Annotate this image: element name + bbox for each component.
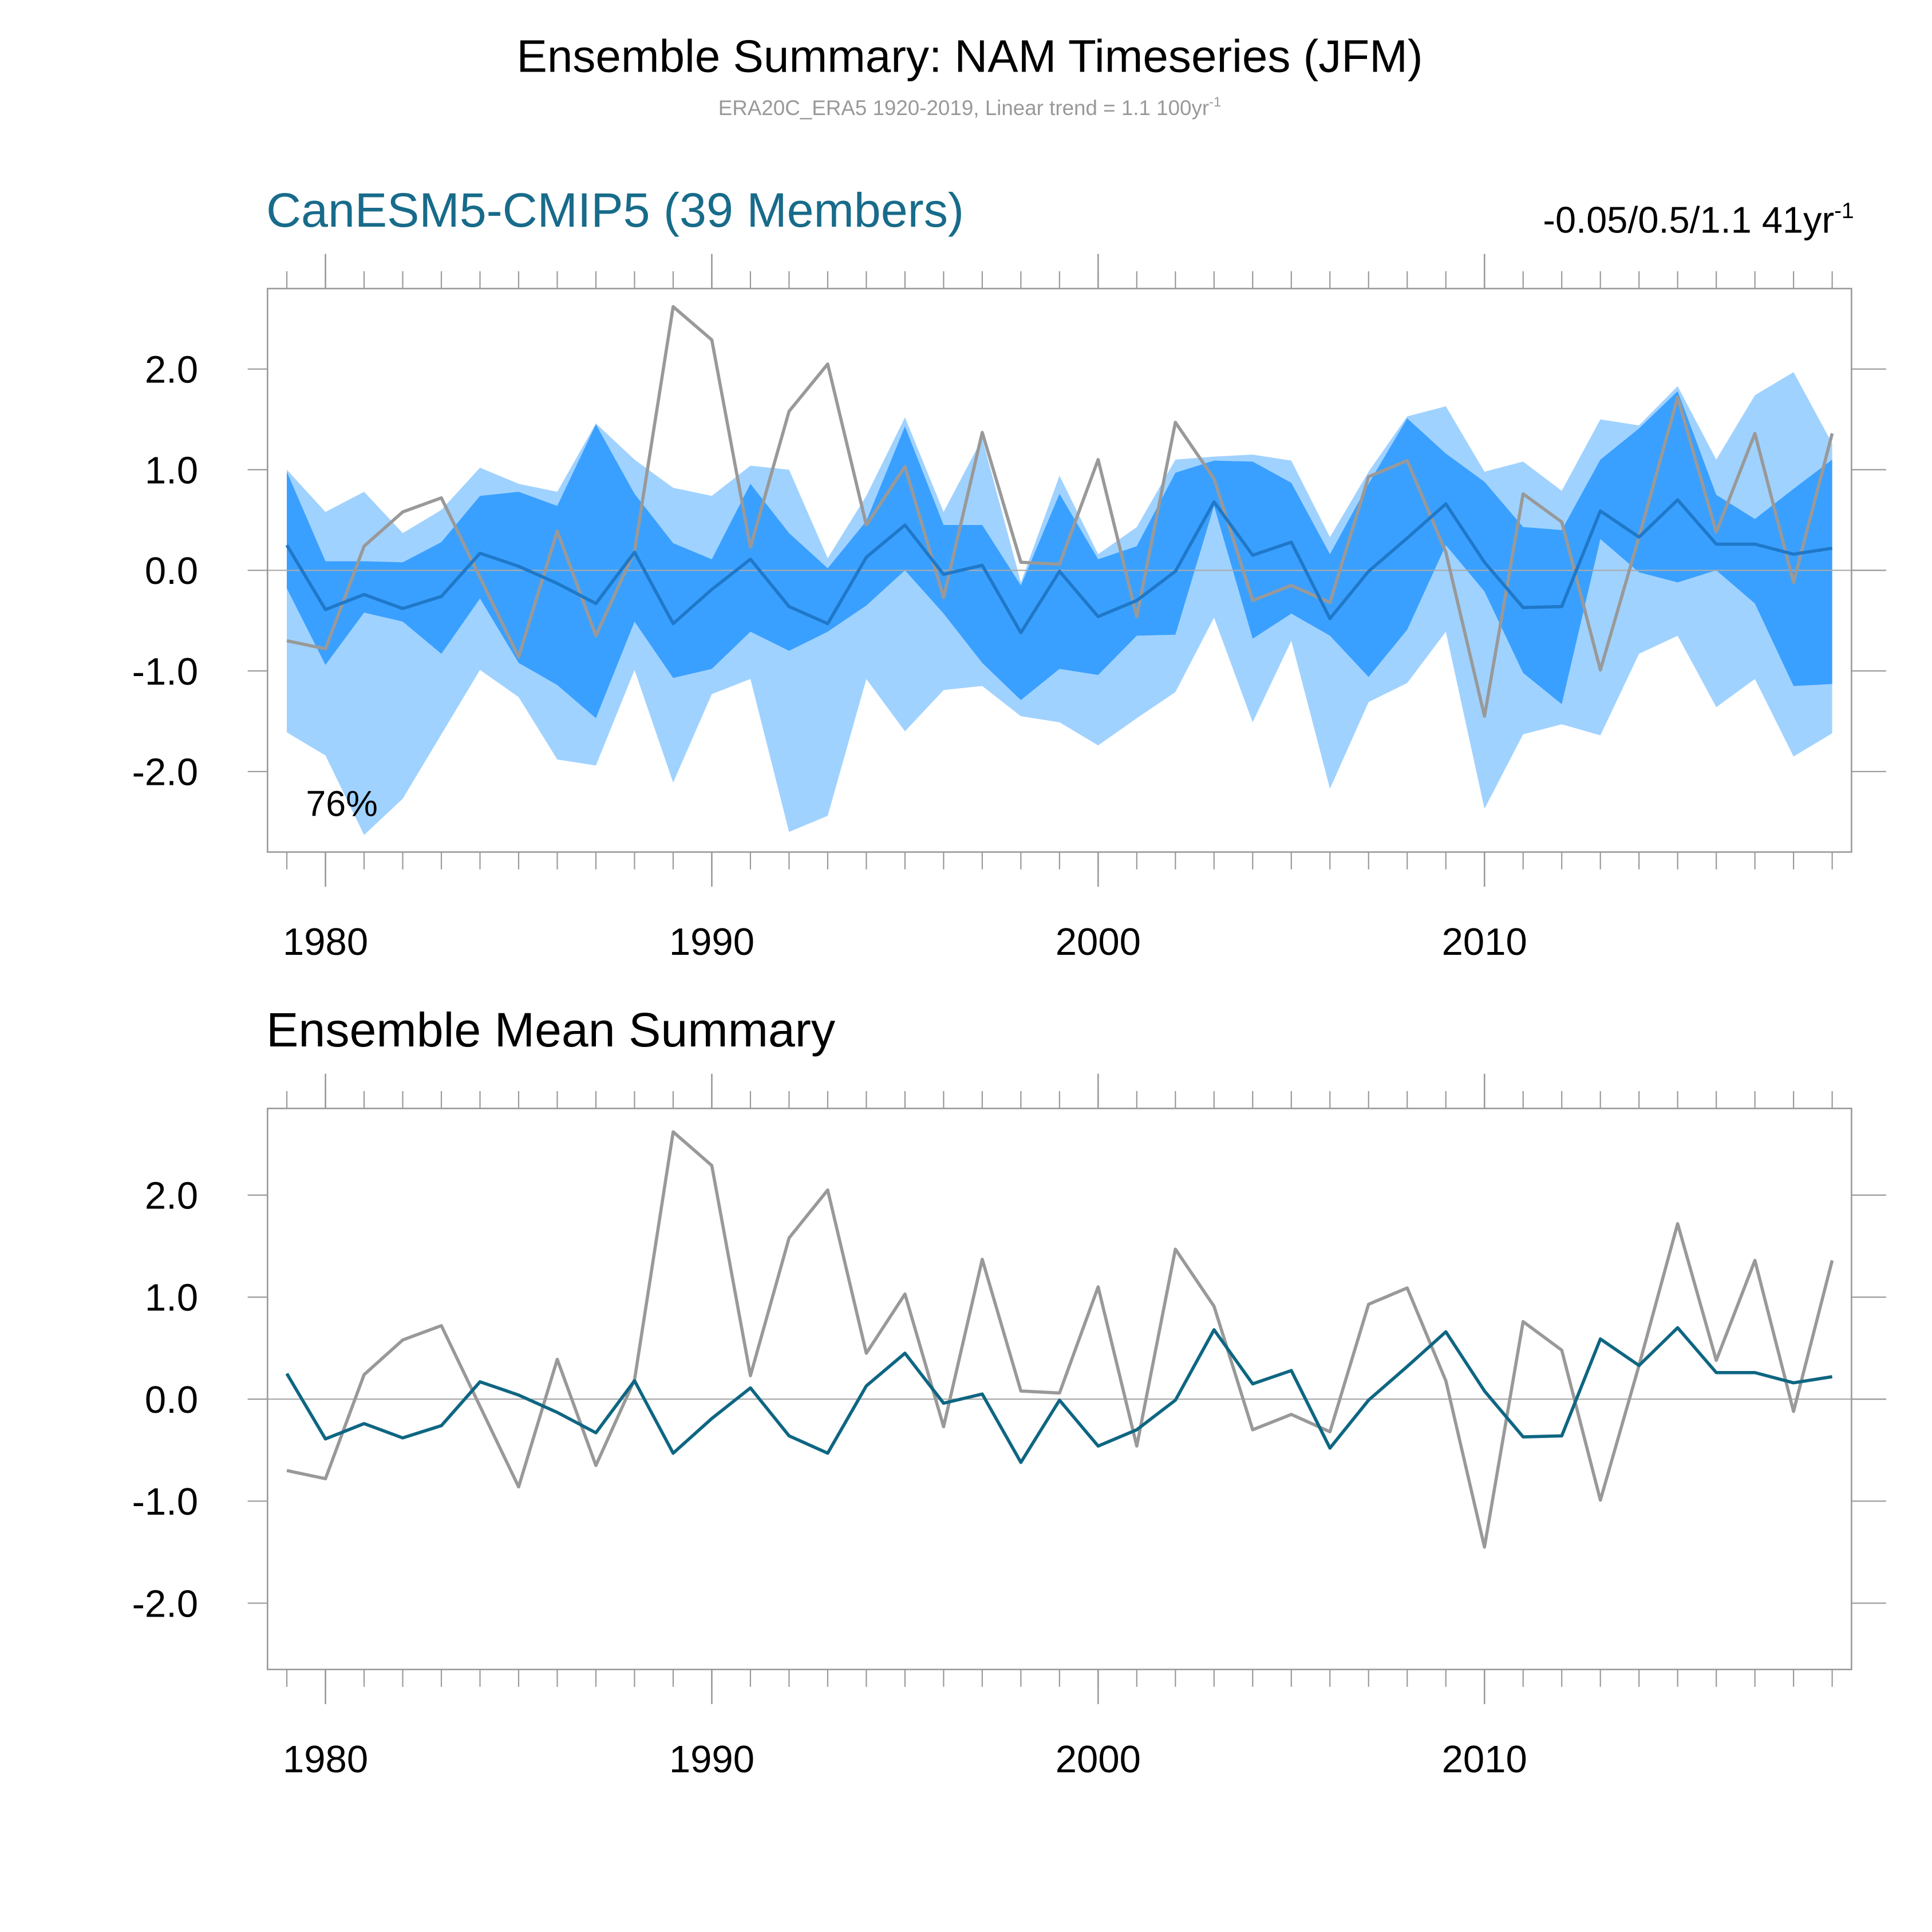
panel-title: Ensemble Mean Summary: [266, 1003, 836, 1057]
series-line: [285, 1326, 1833, 1464]
y-tick-label: 2.0: [145, 1175, 198, 1218]
subtitle-text: ERA20C_ERA5 1920-2019, Linear trend = 1.…: [718, 96, 1209, 120]
x-tick-label: 2010: [1442, 1738, 1527, 1781]
annotation-superscript: -1: [1834, 199, 1854, 223]
y-tick-label: -1.0: [132, 1480, 199, 1523]
x-tick-label: 2010: [1442, 920, 1527, 963]
y-tick-label: -2.0: [132, 1582, 199, 1625]
annotation-text: -0.05/0.5/1.1 41yr: [1543, 199, 1834, 241]
percent-label: 76%: [306, 784, 378, 824]
panel-annotation: -0.05/0.5/1.1 41yr-1: [1543, 199, 1854, 241]
x-tick-label: 2000: [1056, 1738, 1141, 1781]
subtitle-superscript: -1: [1209, 94, 1221, 110]
x-tick-label: 1990: [669, 1738, 754, 1781]
y-tick-label: 0.0: [145, 1378, 198, 1421]
spread-band: [287, 391, 1832, 718]
x-tick-label: 1980: [283, 1738, 368, 1781]
y-tick-label: 0.0: [145, 550, 198, 592]
chart-subtitle: ERA20C_ERA5 1920-2019, Linear trend = 1.…: [718, 94, 1222, 120]
x-tick-label: 1980: [283, 920, 368, 963]
y-tick-label: -1.0: [132, 650, 199, 693]
x-tick-label: 2000: [1056, 920, 1141, 963]
y-tick-label: 1.0: [145, 1277, 198, 1319]
y-tick-label: 2.0: [145, 349, 198, 392]
x-tick-label: 1990: [669, 920, 754, 963]
y-tick-label: -2.0: [132, 751, 199, 794]
series-line: [285, 498, 1833, 635]
y-tick-label: 1.0: [145, 449, 198, 492]
panel-title: CanESM5-CMIP5 (39 Members): [266, 183, 964, 237]
chart-title: Ensemble Summary: NAM Timeseries (JFM): [516, 30, 1423, 81]
